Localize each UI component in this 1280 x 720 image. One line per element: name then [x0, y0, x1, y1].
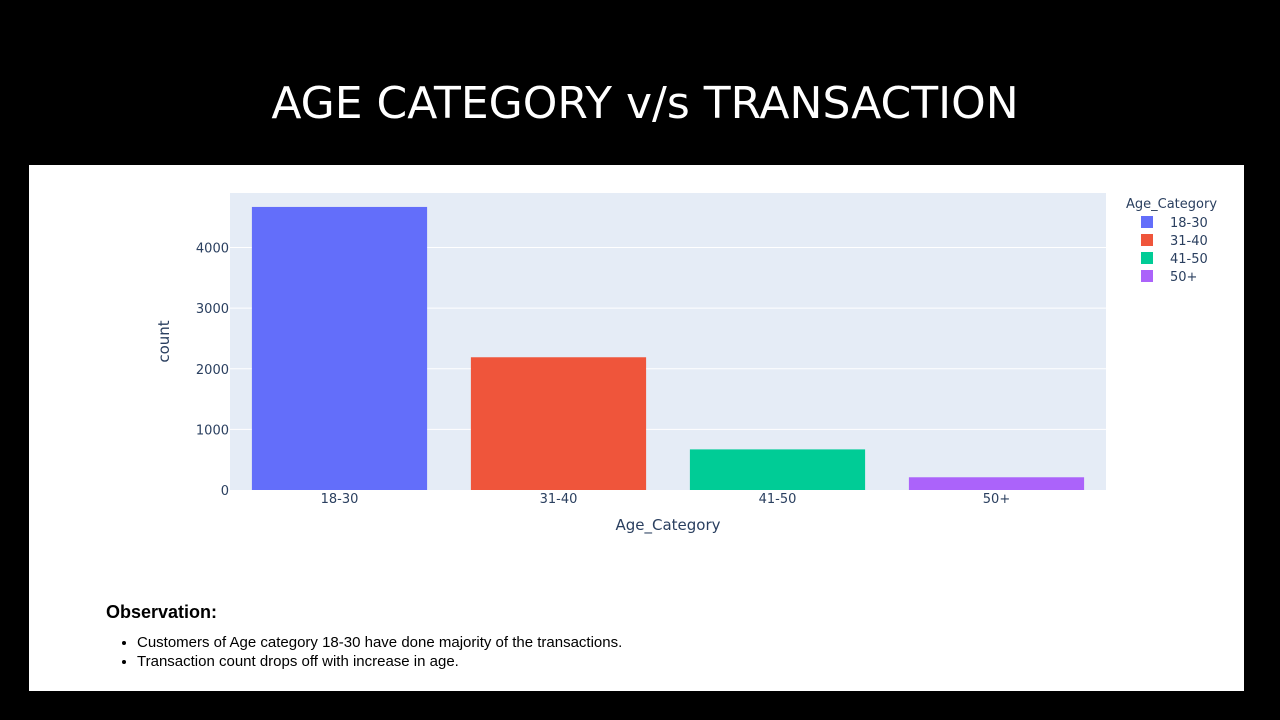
legend-entry: 50+ — [1170, 270, 1197, 285]
chart-panel: 0 1000 2000 3000 4000 18-30 31-40 41-50 50+ Age… — [29, 165, 1244, 691]
observation-point: Transaction count drops off with increas… — [137, 652, 622, 671]
bar-31-40 — [470, 357, 647, 490]
legend: 18-30 31-40 41-50 50+ — [1141, 216, 1208, 285]
x-tick-label: 50+ — [983, 492, 1010, 507]
x-tick-label: 18-30 — [321, 492, 359, 507]
bar-chart: 0 1000 2000 3000 4000 18-30 31-40 41-50 50+ Age… — [155, 193, 1217, 535]
y-tick-label: 0 — [221, 484, 229, 499]
legend-swatch — [1141, 270, 1153, 282]
observation-point: Customers of Age category 18-30 have don… — [137, 633, 622, 652]
observation-list: Customers of Age category 18-30 have don… — [119, 633, 622, 671]
legend-swatch — [1141, 252, 1153, 264]
legend-title: Age_Category — [1126, 197, 1217, 212]
y-tick-label: 3000 — [196, 302, 229, 317]
legend-entry: 31-40 — [1170, 234, 1208, 249]
bar-18-30 — [251, 206, 428, 491]
bar-50+ — [908, 477, 1085, 490]
legend-swatch — [1141, 234, 1153, 246]
x-tick-label: 41-50 — [759, 492, 797, 507]
slide-title: AGE CATEGORY v/s TRANSACTION — [271, 78, 1019, 129]
bar-41-50 — [689, 449, 866, 490]
bars — [251, 206, 1085, 491]
x-axis-title: Age_Category — [615, 516, 720, 535]
y-tick-label: 2000 — [196, 363, 229, 378]
y-tick-label: 1000 — [196, 423, 229, 438]
observation-heading: Observation: — [106, 602, 218, 622]
y-axis-title: count — [155, 320, 173, 362]
legend-entry: 18-30 — [1170, 216, 1208, 231]
x-tick-label: 31-40 — [540, 492, 578, 507]
legend-entry: 41-50 — [1170, 252, 1208, 267]
y-axis-ticks: 0 1000 2000 3000 4000 — [196, 242, 229, 499]
y-tick-label: 4000 — [196, 242, 229, 257]
x-axis-ticks: 18-30 31-40 41-50 50+ — [321, 492, 1011, 507]
legend-swatch — [1141, 216, 1153, 228]
